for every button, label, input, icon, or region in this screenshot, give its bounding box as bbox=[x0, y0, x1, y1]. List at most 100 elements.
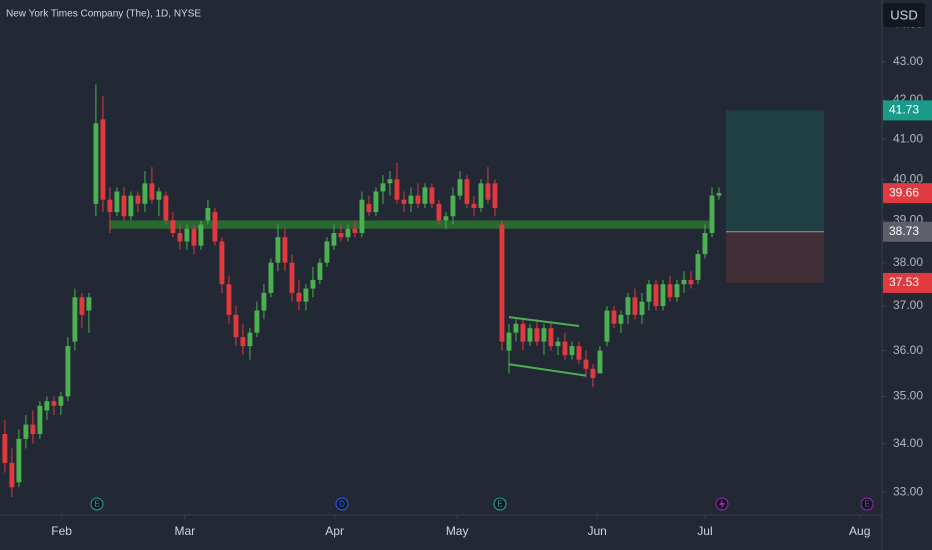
candle-body bbox=[590, 368, 596, 378]
candle-body bbox=[569, 346, 575, 356]
candle-body bbox=[513, 323, 519, 333]
candle-body bbox=[86, 297, 92, 311]
currency-button[interactable] bbox=[883, 3, 925, 27]
candle-body bbox=[163, 195, 169, 221]
candle-body bbox=[219, 241, 225, 285]
candle-body bbox=[114, 191, 120, 213]
candle-body bbox=[373, 191, 379, 213]
candle-body bbox=[583, 359, 589, 369]
candle-body bbox=[471, 203, 477, 208]
target-area bbox=[725, 110, 824, 232]
candle-body bbox=[457, 179, 463, 196]
y-tick-label: 43.00 bbox=[893, 54, 923, 68]
y-tick-label: 34.00 bbox=[893, 436, 923, 450]
candle-body bbox=[667, 284, 673, 298]
candle-body bbox=[548, 328, 554, 347]
candle-body bbox=[177, 232, 183, 242]
y-tick-label: 33.00 bbox=[893, 484, 923, 498]
candle-body bbox=[170, 220, 176, 233]
event-marker bbox=[335, 497, 349, 511]
candle-body bbox=[380, 183, 386, 192]
candle-body bbox=[296, 292, 302, 302]
candle-body bbox=[716, 193, 722, 196]
candle-body bbox=[226, 284, 232, 315]
candle-body bbox=[65, 346, 71, 397]
candle-body bbox=[695, 254, 701, 280]
candle-body bbox=[261, 292, 267, 311]
candle-body bbox=[646, 284, 652, 302]
candle-body bbox=[282, 237, 288, 263]
candle-body bbox=[464, 179, 470, 204]
candle-body bbox=[555, 341, 561, 347]
candle-body bbox=[576, 346, 582, 360]
candle-body bbox=[184, 228, 190, 242]
candle-body bbox=[534, 328, 540, 342]
candle-body bbox=[681, 279, 687, 285]
candle-body bbox=[520, 323, 526, 342]
candle-body bbox=[156, 191, 162, 200]
y-tick-label: 36.00 bbox=[893, 343, 923, 357]
candle-body bbox=[478, 183, 484, 208]
candle-body bbox=[107, 199, 113, 213]
candle-body bbox=[625, 297, 631, 315]
target-price-label: 41.73 bbox=[889, 103, 919, 117]
y-tick-label: 37.00 bbox=[893, 298, 923, 312]
candle-body bbox=[9, 462, 15, 488]
x-tick-label: Jul bbox=[697, 524, 712, 538]
stop-price-label-bg bbox=[883, 272, 932, 293]
candle-body bbox=[44, 401, 50, 411]
candle-body bbox=[408, 195, 414, 204]
candle-body bbox=[436, 203, 442, 221]
candle-body bbox=[268, 262, 274, 293]
candle-body bbox=[632, 297, 638, 315]
candle-body bbox=[359, 199, 365, 233]
candle-body bbox=[492, 183, 498, 208]
candle-body bbox=[415, 195, 421, 204]
candle-body bbox=[527, 328, 533, 342]
candle-body bbox=[303, 288, 309, 302]
chart-title: New York Times Company (The), 1D, NYSE bbox=[6, 9, 201, 20]
candle-body bbox=[485, 183, 491, 200]
x-tick-label: Mar bbox=[174, 524, 195, 538]
event-marker bbox=[493, 497, 507, 511]
candle-body bbox=[429, 187, 435, 204]
candle-body bbox=[254, 310, 260, 333]
entry-price-label: 38.73 bbox=[889, 224, 919, 238]
candle-body bbox=[541, 328, 547, 342]
candle-body bbox=[289, 262, 295, 293]
candle-body bbox=[30, 424, 36, 435]
candle-body bbox=[51, 401, 57, 406]
candle-body bbox=[345, 228, 351, 238]
candle-body bbox=[23, 424, 29, 439]
candle-body bbox=[310, 279, 316, 289]
candle-body bbox=[100, 119, 106, 200]
candle-body bbox=[387, 179, 393, 184]
x-tick-label: Feb bbox=[51, 524, 72, 538]
event-label: E bbox=[94, 500, 99, 509]
flag-line bbox=[508, 363, 587, 377]
candle-body bbox=[240, 337, 246, 347]
y-tick-label: 40.00 bbox=[893, 171, 923, 185]
flag-line bbox=[508, 316, 580, 327]
stop-area bbox=[725, 231, 824, 283]
candle-body bbox=[562, 341, 568, 356]
candle-body bbox=[121, 195, 127, 217]
plot-area bbox=[2, 84, 824, 498]
x-tick-label: Aug bbox=[849, 524, 870, 538]
candle-body bbox=[674, 284, 680, 298]
candle-body bbox=[597, 350, 603, 374]
event-marker bbox=[860, 497, 874, 511]
candle-body bbox=[660, 284, 666, 307]
candle-body bbox=[198, 224, 204, 246]
candle-body bbox=[618, 314, 624, 324]
candle-body bbox=[205, 207, 211, 221]
candle-body bbox=[338, 232, 344, 238]
candle-body bbox=[72, 297, 78, 342]
y-tick-label: 35.00 bbox=[893, 389, 923, 403]
candle-body bbox=[324, 241, 330, 263]
candle-body bbox=[506, 332, 512, 351]
event-label: E bbox=[864, 500, 869, 509]
candle-body bbox=[352, 228, 358, 233]
candle-body bbox=[275, 237, 281, 263]
